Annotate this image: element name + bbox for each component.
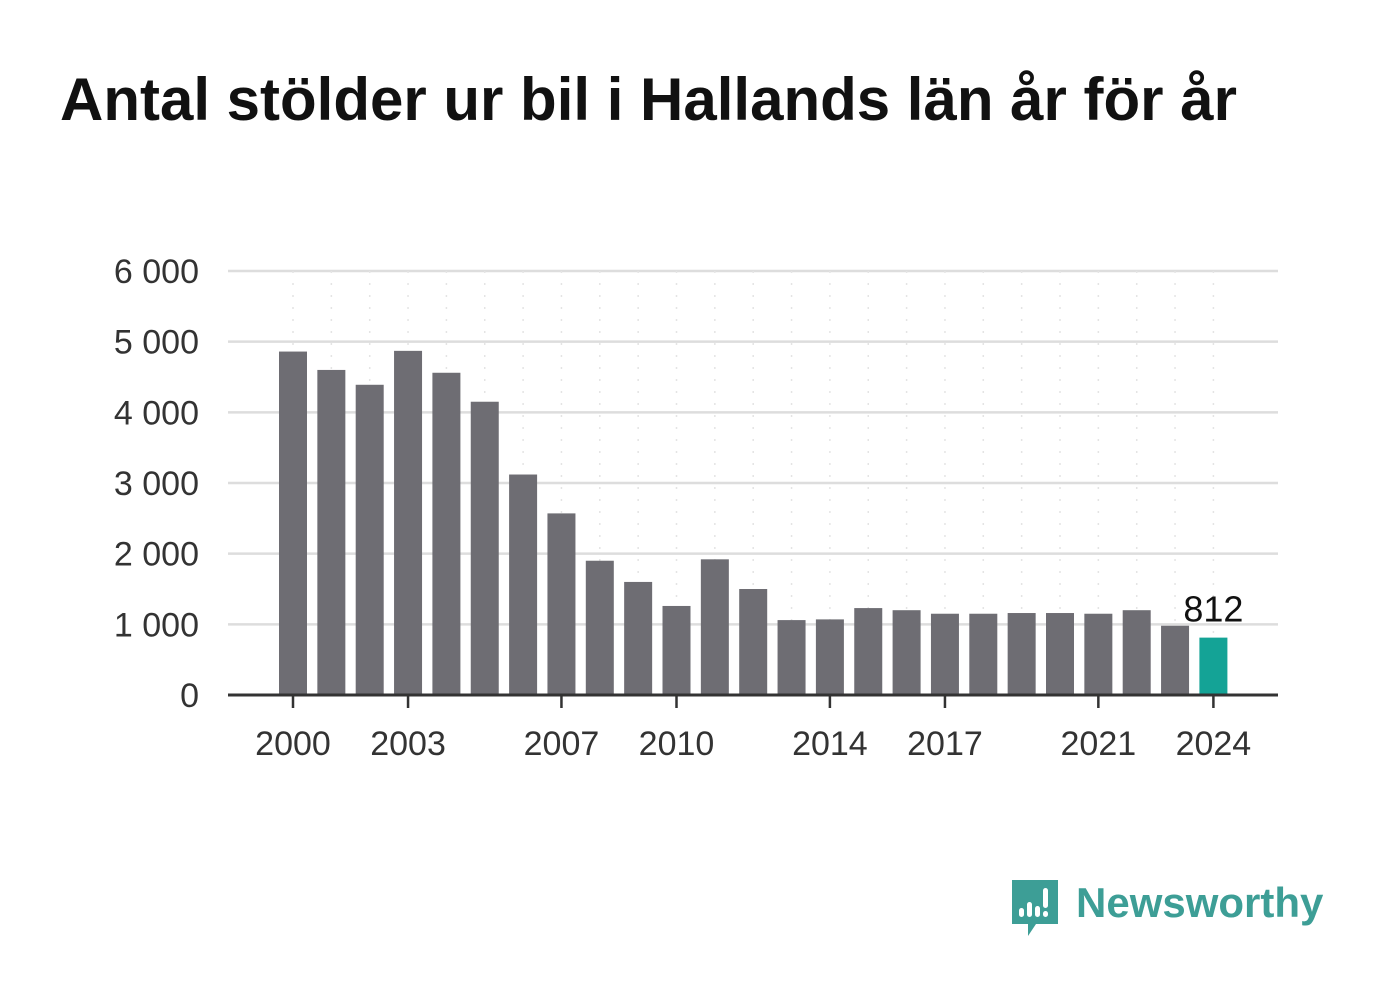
y-tick-label: 1 000 (114, 606, 199, 644)
newsworthy-logo-icon (1012, 880, 1058, 936)
y-tick-label: 6 000 (114, 253, 199, 291)
bar (662, 605, 691, 695)
bar (1046, 613, 1074, 695)
bar (969, 613, 998, 695)
bar-highlight (1199, 637, 1228, 695)
axes (228, 693, 1278, 708)
y-tick-label: 5 000 (114, 324, 199, 362)
bar (700, 559, 729, 695)
x-tick-label: 2017 (907, 725, 983, 763)
x-tick-label: 2010 (639, 725, 715, 763)
y-tick-label: 3 000 (114, 465, 199, 503)
x-tick-label: 2024 (1176, 725, 1252, 763)
labels: 0 1 000 2 000 3 000 4 000 5 000 6 000 2000 2003 2… (114, 253, 1251, 763)
bar (279, 351, 307, 695)
bar (547, 513, 576, 695)
bar (854, 608, 883, 695)
bar (815, 619, 844, 695)
bar (394, 350, 423, 695)
bar (355, 384, 384, 695)
bar (470, 401, 499, 695)
bar (739, 589, 768, 695)
x-tick-label: 2014 (792, 725, 868, 763)
bar (892, 610, 921, 695)
bars (279, 350, 1228, 695)
data-label: 812 (1183, 589, 1243, 630)
bar (509, 474, 538, 695)
y-tick-label: 0 (180, 677, 199, 715)
bar (317, 369, 346, 695)
bar (930, 613, 959, 695)
bar (1122, 610, 1151, 695)
brand-logo: Newsworthy (1010, 878, 1323, 942)
x-tick-label: 2000 (255, 725, 331, 763)
bar (777, 620, 806, 695)
bar (1084, 613, 1113, 695)
brand-name: Newsworthy (1076, 879, 1324, 926)
x-tick-label: 2021 (1061, 725, 1137, 763)
bar (432, 372, 461, 695)
bar (585, 560, 614, 695)
x-tick-label: 2007 (524, 725, 600, 763)
y-tick-label: 2 000 (114, 536, 199, 574)
bar (1007, 613, 1036, 695)
y-tick-label: 4 000 (114, 394, 199, 432)
x-tick-label: 2003 (370, 725, 446, 763)
bar (624, 581, 653, 695)
chart-title: Antal stölder ur bil i Hallands län år f… (60, 66, 1237, 133)
bar (1161, 625, 1190, 695)
